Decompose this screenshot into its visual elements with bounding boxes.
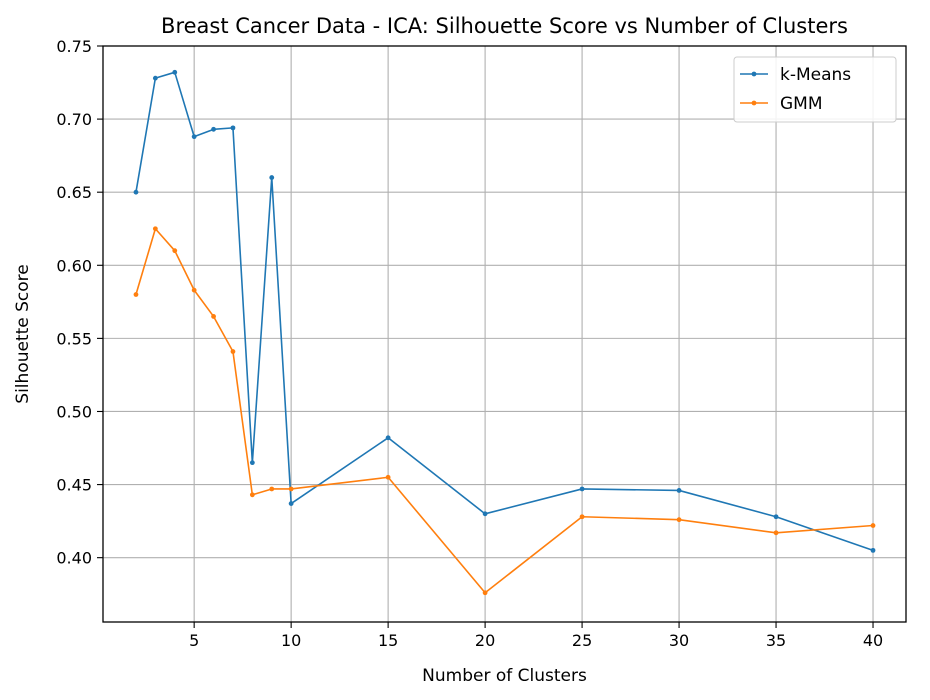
data-point [269, 175, 275, 180]
y-axis-label: Silhouette Score [13, 264, 33, 403]
data-point [385, 435, 391, 441]
y-axis: 0.40 0.45 0.50 0.55 0.60 0.65 0.70 0.75 [56, 37, 103, 568]
series-k-means [133, 69, 876, 553]
y-tick-label: 0.70 [56, 110, 92, 129]
legend-label: GMM [780, 94, 823, 114]
y-tick-label: 0.55 [56, 329, 92, 348]
legend: k-Means GMM [733, 56, 897, 123]
y-tick-label: 0.45 [56, 476, 92, 495]
data-point [870, 547, 876, 553]
data-point [676, 517, 682, 523]
x-tick-label: 15 [378, 631, 398, 650]
data-point [385, 474, 391, 480]
data-point [288, 486, 294, 492]
data-point [773, 530, 779, 536]
data-point [249, 460, 255, 466]
series-line [135, 227, 874, 594]
data-point [269, 486, 275, 492]
x-tick-label: 20 [475, 631, 495, 650]
data-point [191, 287, 197, 293]
data-point [482, 511, 488, 517]
data-point [288, 501, 294, 506]
data-point [249, 492, 255, 498]
data-point [211, 126, 216, 132]
data-point [152, 226, 158, 232]
legend-box [733, 56, 897, 123]
y-tick-label: 0.40 [56, 549, 92, 568]
series-gmm [133, 226, 876, 596]
plot-frame [102, 45, 907, 623]
y-tick-label: 0.60 [56, 256, 92, 275]
data-point [133, 189, 139, 195]
chart-title: Breast Cancer Data - ICA: Silhouette Sco… [161, 14, 848, 38]
data-point [676, 488, 682, 493]
data-point [191, 134, 197, 140]
y-tick-label: 0.50 [56, 402, 92, 421]
data-point [230, 125, 236, 131]
grid [103, 45, 906, 622]
data-point [230, 349, 236, 354]
data-point [133, 292, 139, 297]
y-tick-label: 0.75 [56, 37, 92, 56]
data-point [172, 69, 178, 75]
x-tick-label: 10 [281, 631, 301, 650]
data-point [870, 523, 876, 528]
x-tick-label: 40 [863, 631, 883, 650]
series-line [135, 71, 874, 552]
legend-marker [751, 100, 757, 106]
data-point [211, 314, 216, 319]
x-tick-label: 5 [189, 631, 199, 650]
legend-marker [751, 71, 757, 77]
legend-label: k-Means [780, 65, 851, 85]
data-point [152, 75, 158, 81]
series-layer [133, 69, 876, 596]
data-point [482, 590, 488, 596]
x-tick-label: 25 [572, 631, 592, 650]
y-tick-label: 0.65 [56, 183, 92, 202]
data-point [579, 514, 585, 520]
x-axis-label: Number of Clusters [422, 666, 587, 686]
x-axis: 5 10 15 20 25 30 35 40 [189, 622, 883, 650]
x-tick-label: 35 [766, 631, 786, 650]
data-point [172, 248, 178, 254]
data-point [579, 486, 585, 492]
data-point [773, 514, 779, 520]
x-tick-label: 30 [669, 631, 689, 650]
